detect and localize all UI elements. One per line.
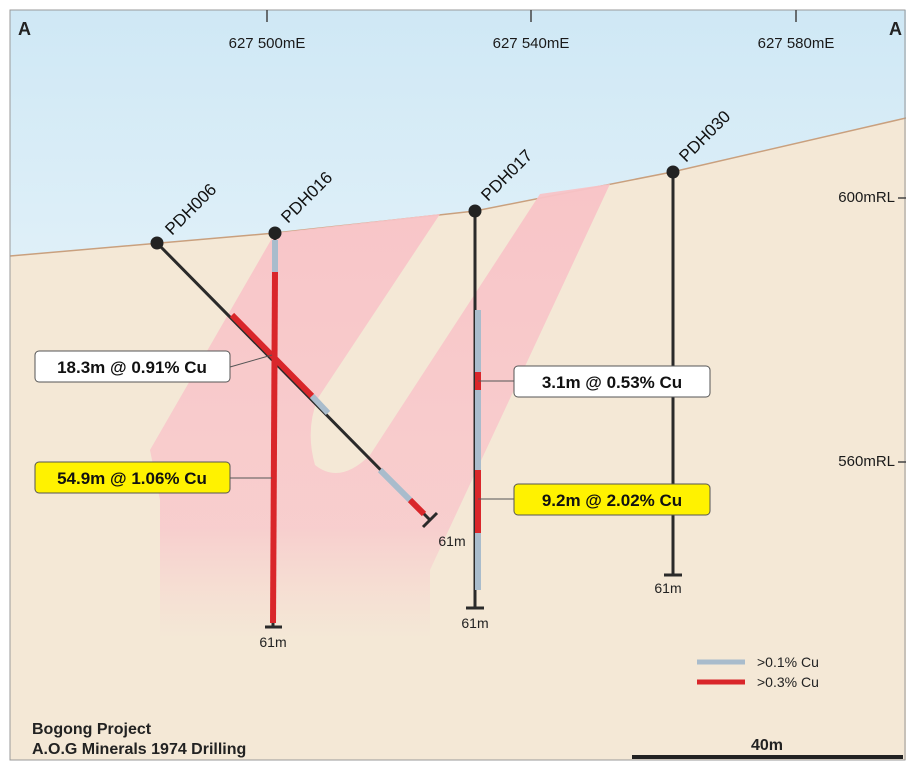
collar-marker [666, 165, 680, 179]
interval-high-grade [270, 271, 278, 624]
project-subtitle: A.O.G Minerals 1974 Drilling [32, 741, 246, 758]
intercept-text-3: 3.1m @ 0.53% Cu [542, 373, 682, 392]
intercept-text-1: 18.3m @ 0.91% Cu [57, 358, 207, 377]
intercept-box-3: 3.1m @ 0.53% Cu [513, 365, 711, 398]
scale-bar: 40m [632, 737, 903, 759]
section-corner-left: A [18, 19, 31, 39]
scale-bar-label: 40m [751, 737, 783, 754]
depth-label-pdh030: 61m [654, 580, 681, 596]
collar-marker [268, 226, 282, 240]
interval-low-grade [309, 393, 331, 416]
interval-low-grade [377, 467, 413, 503]
collar-marker [150, 236, 164, 250]
intercept-box-2: 54.9m @ 1.06% Cu [34, 461, 231, 494]
intercept-box-bg [34, 461, 231, 494]
depth-label-pdh006: 61m [438, 533, 465, 549]
collar-marker [468, 204, 482, 218]
depth-label-pdh017: 61m [461, 615, 488, 631]
interval-high-grade [407, 497, 427, 517]
mineralised-zone [150, 184, 610, 640]
intercept-text-2: 54.9m @ 1.06% Cu [57, 469, 207, 488]
section-corner-right: A [889, 19, 902, 39]
depth-label-pdh016: 61m [259, 634, 286, 650]
easting-label-1: 627 500mE [229, 35, 306, 52]
easting-label-3: 627 580mE [758, 35, 835, 52]
intercept-box-4: 9.2m @ 2.02% Cu [513, 483, 711, 516]
intercept-text-4: 9.2m @ 2.02% Cu [542, 491, 682, 510]
rl-label-560: 560mRL [838, 453, 895, 470]
end-of-hole-tick [421, 511, 439, 529]
legend: >0.1% Cu >0.3% Cu [697, 654, 819, 690]
intercept-box-1: 18.3m @ 0.91% Cu [34, 350, 231, 383]
intercept-box-bg [513, 365, 711, 398]
intercept-box-bg [34, 350, 231, 383]
map-frame [9, 9, 906, 761]
easting-label-2: 627 540mE [493, 35, 570, 52]
project-title: Bogong Project [32, 721, 152, 738]
intercept-box-bg [513, 483, 711, 516]
callout-leader [229, 354, 273, 368]
rl-label-600: 600mRL [838, 189, 895, 206]
legend-label-low-grade: >0.1% Cu [757, 654, 819, 670]
legend-label-high-grade: >0.3% Cu [757, 674, 819, 690]
